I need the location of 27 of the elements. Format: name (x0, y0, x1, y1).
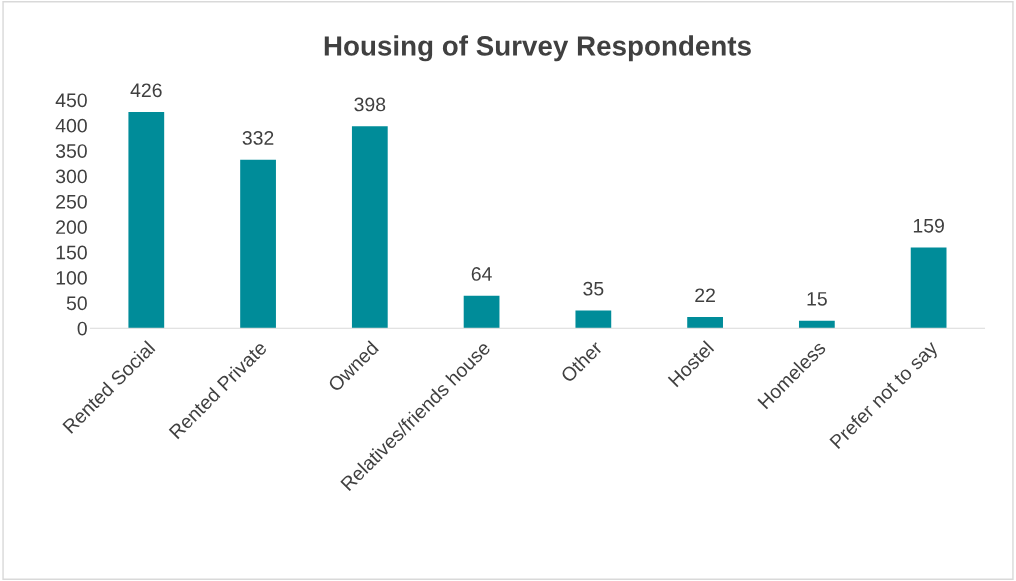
y-tick-label: 300 (55, 169, 87, 184)
data-label: 64 (471, 267, 492, 281)
bar (798, 320, 835, 329)
y-tick-label: 250 (56, 194, 87, 209)
y-tick-label: 200 (56, 220, 87, 235)
bar (128, 112, 165, 329)
data-label: 15 (807, 292, 827, 306)
data-label: 332 (242, 131, 274, 145)
bar (910, 247, 947, 329)
data-label: 22 (695, 288, 715, 302)
y-tick-label: 50 (66, 296, 87, 311)
bar (463, 295, 500, 329)
bar (240, 159, 276, 329)
bar (687, 317, 723, 329)
y-tick-label: 0 (77, 321, 87, 336)
y-tick-label: 100 (56, 270, 87, 285)
data-label: 159 (913, 218, 944, 233)
y-tick-label: 450 (55, 93, 87, 108)
y-tick-label: 400 (55, 118, 87, 133)
data-label: 398 (354, 97, 386, 112)
chart-title: Housing of Survey Respondents (324, 35, 751, 62)
data-label: 35 (583, 281, 604, 296)
bar (351, 126, 388, 329)
y-tick-label: 150 (56, 245, 87, 260)
bar (575, 310, 612, 329)
y-tick-label: 350 (55, 144, 87, 158)
data-label: 426 (130, 83, 162, 98)
